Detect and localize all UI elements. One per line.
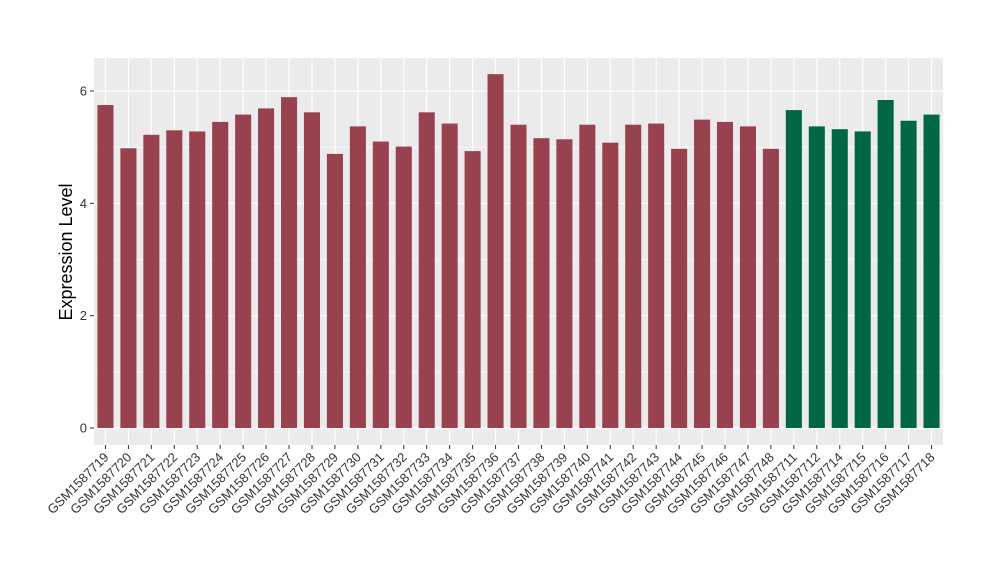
bar xyxy=(854,131,871,428)
bar xyxy=(671,148,688,428)
bar xyxy=(648,123,665,429)
y-axis: 0 2 4 6 xyxy=(80,84,94,436)
bar xyxy=(120,148,137,429)
bar xyxy=(510,124,527,428)
bar xyxy=(189,131,206,428)
bar xyxy=(923,114,940,428)
y-axis-title: Expression Level xyxy=(56,183,76,320)
y-tick-label: 4 xyxy=(80,196,87,211)
bar xyxy=(487,74,504,429)
bar xyxy=(808,126,825,428)
bar xyxy=(281,97,298,428)
bar xyxy=(625,124,642,428)
bar xyxy=(418,112,435,429)
bar xyxy=(372,141,389,429)
y-tick-label: 2 xyxy=(80,308,87,323)
bar xyxy=(556,139,573,428)
bar xyxy=(831,129,848,428)
bar xyxy=(441,123,458,429)
bar xyxy=(326,153,343,428)
bar xyxy=(166,130,183,429)
bar xyxy=(602,142,619,428)
bar xyxy=(349,126,366,428)
bar xyxy=(785,110,802,428)
bar xyxy=(579,124,596,428)
bar xyxy=(235,114,252,428)
bar xyxy=(716,121,734,429)
y-tick-label: 6 xyxy=(80,84,87,99)
bar xyxy=(464,151,481,428)
bar xyxy=(900,120,917,428)
y-tick-label: 0 xyxy=(80,421,87,436)
bar xyxy=(212,121,229,429)
bar xyxy=(739,126,756,428)
bar xyxy=(877,99,894,428)
bar xyxy=(395,146,412,429)
bar xyxy=(533,138,550,428)
bar xyxy=(143,134,160,428)
bar xyxy=(762,148,779,428)
bars xyxy=(97,74,940,429)
bar xyxy=(303,112,321,429)
bar xyxy=(694,119,711,429)
bar xyxy=(258,108,275,428)
bar xyxy=(97,105,114,429)
x-axis: GSM1587719GSM1587720GSM1587721GSM1587722… xyxy=(44,445,938,517)
